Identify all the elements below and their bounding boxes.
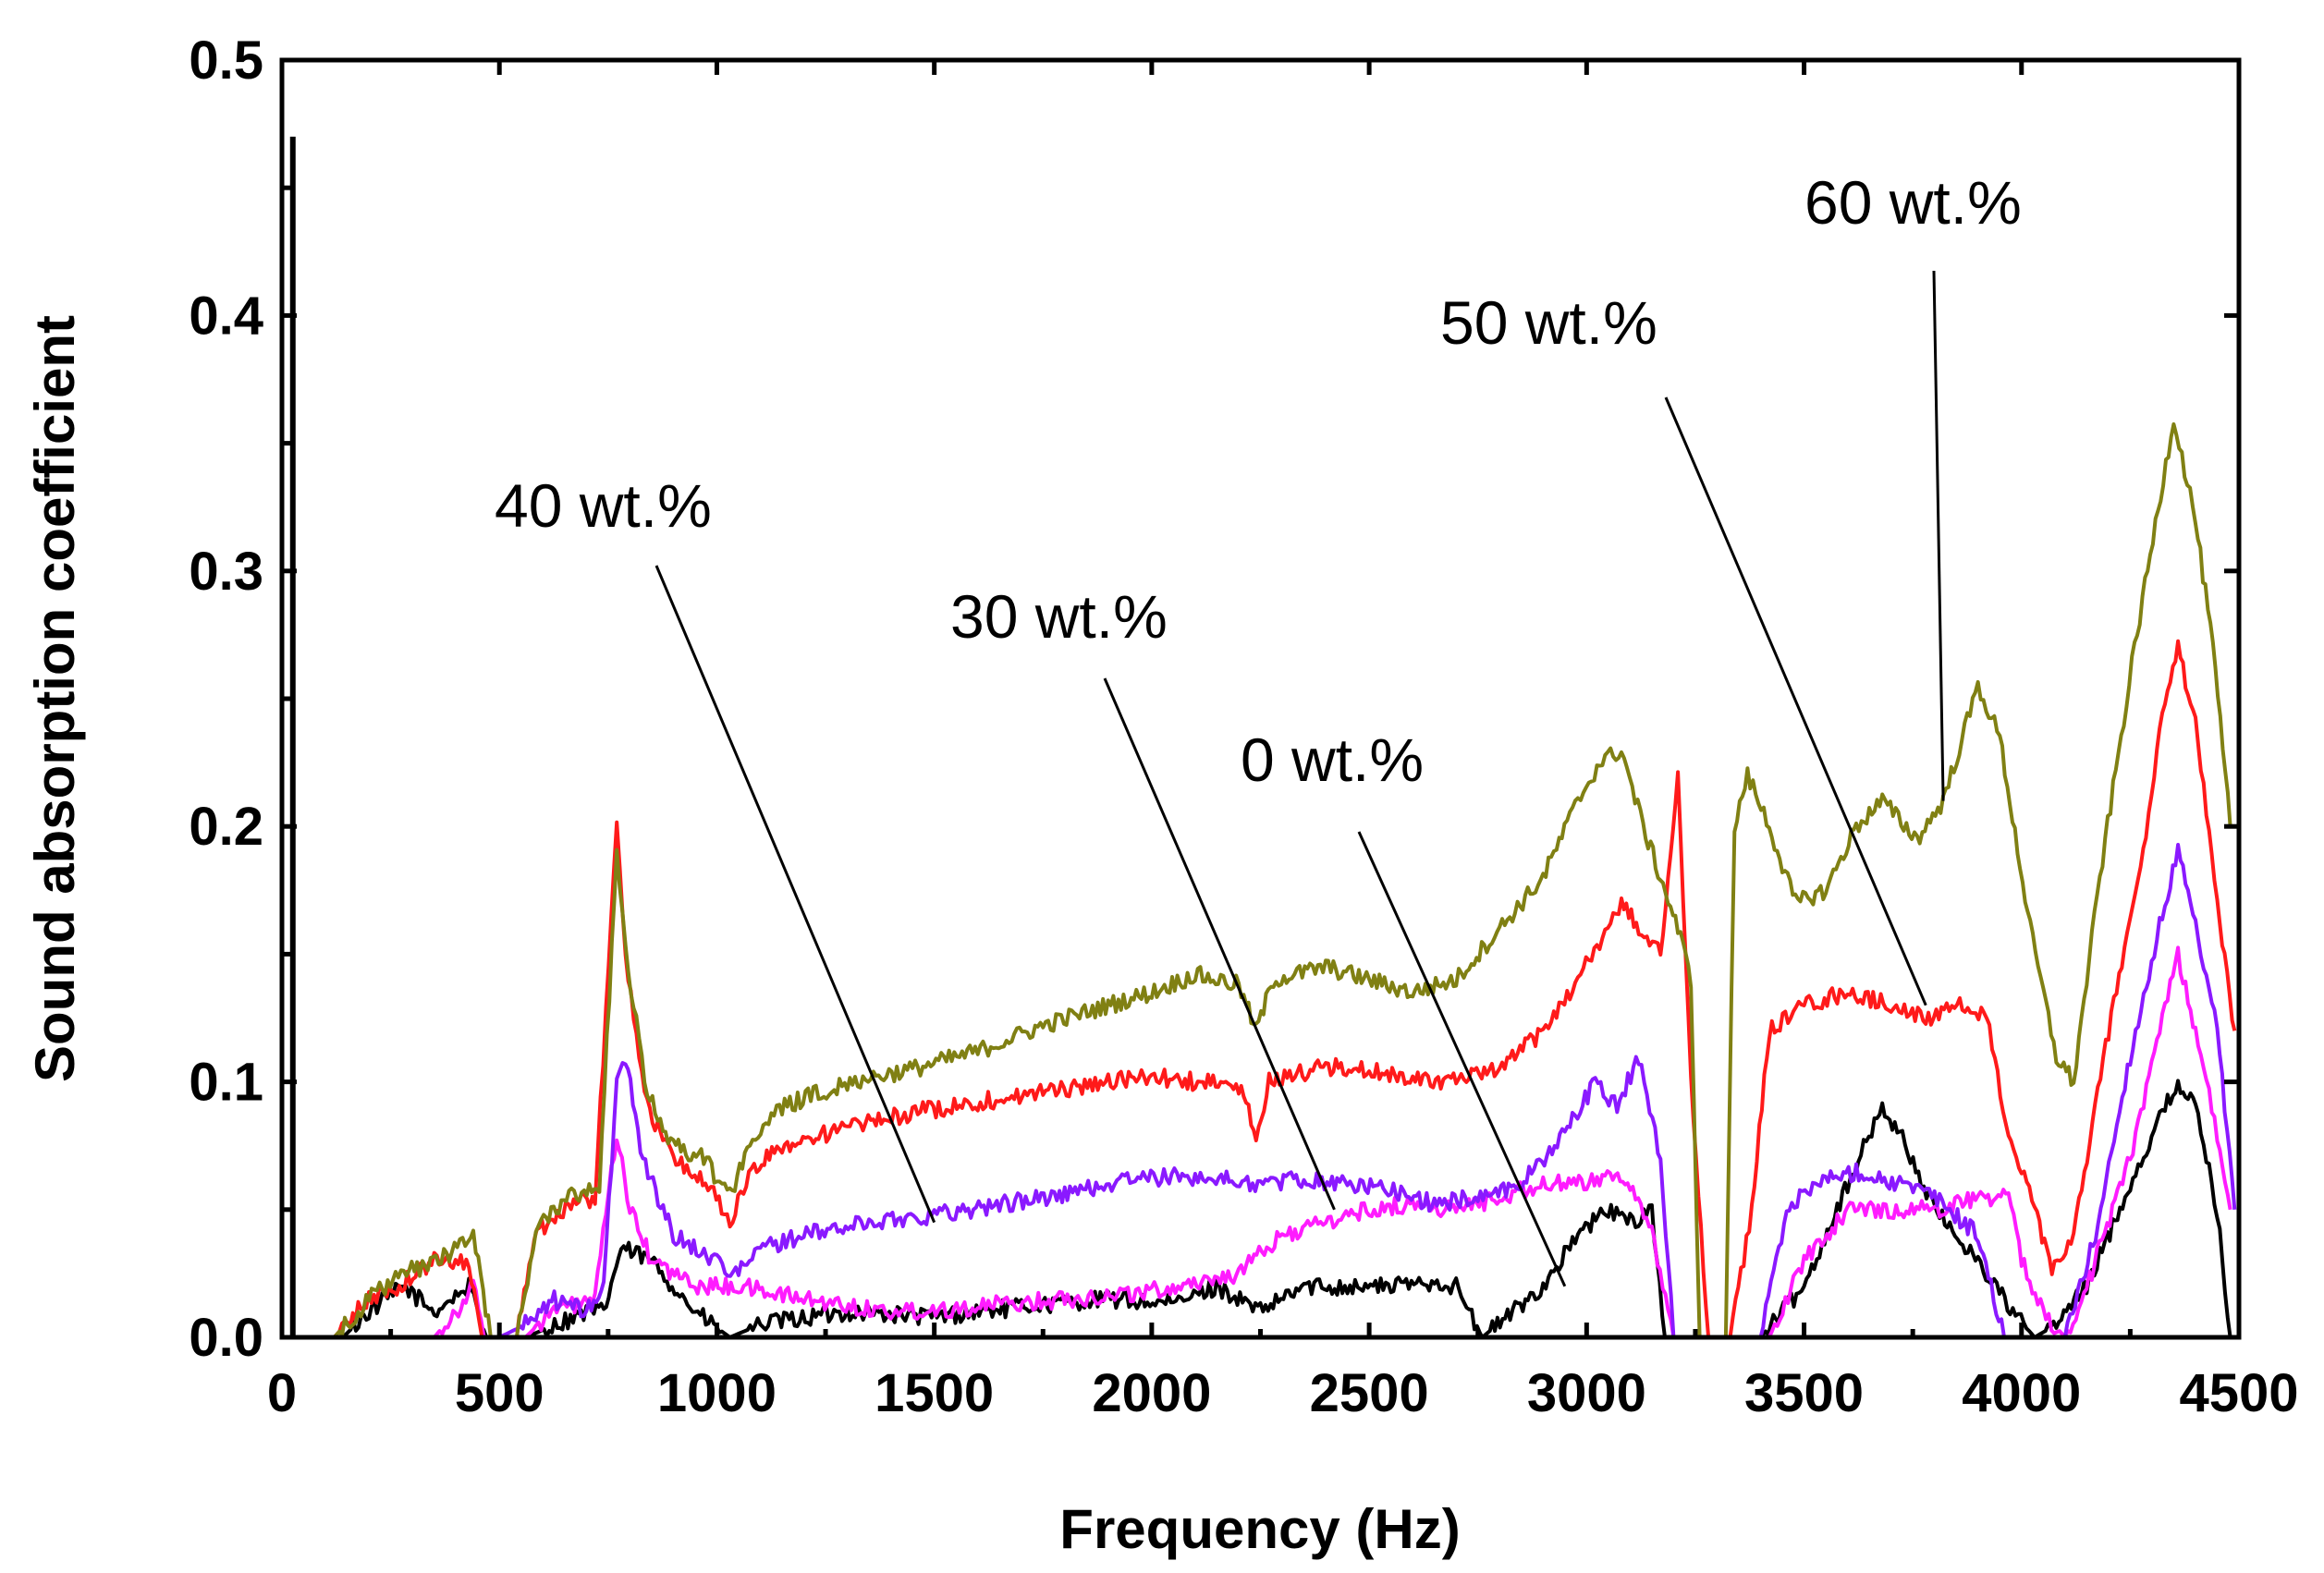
x-axis-title: Frequency (Hz)	[1059, 1498, 1460, 1560]
annotation-layer: 40 wt.% 30 wt.% 0 wt.% 50 wt.% 60 wt.%	[495, 168, 2022, 1287]
x-tick-label: 0	[267, 1363, 297, 1423]
x-tick-label: 1500	[875, 1363, 994, 1423]
series-line-30-wt	[433, 945, 2232, 1339]
annotation-leader-50-wt	[1664, 396, 1927, 1006]
annotation-leader-60-wt	[1932, 270, 1945, 801]
y-axis-title: Sound absorption coefficient	[24, 315, 86, 1082]
x-tick-label: 500	[455, 1363, 544, 1423]
x-tick-label: 3500	[1744, 1363, 1864, 1423]
series-layer	[289, 136, 2237, 1339]
annotation-leader-40-wt	[654, 565, 936, 1224]
plot-frame	[279, 57, 2242, 1340]
annotation-leader-30-wt	[1103, 677, 1336, 1211]
y-tick-label: 0.3	[189, 542, 263, 602]
annotation-label-30-wt: 30 wt.%	[950, 582, 1168, 651]
x-tick-label: 2000	[1092, 1363, 1211, 1423]
y-tick-label: 0.4	[189, 286, 263, 346]
annotation-leader-0-wt	[1357, 831, 1567, 1287]
series-line-40-wt	[498, 843, 2237, 1339]
y-tick-label: 0.1	[189, 1053, 263, 1113]
y-tick-label: 0.5	[189, 30, 263, 91]
y-tick-label: 0.2	[189, 797, 263, 857]
series-line-60-wt	[332, 422, 2232, 1339]
y-tick-label: 0.0	[189, 1308, 263, 1368]
annotation-label-0-wt: 0 wt.%	[1241, 726, 1424, 794]
y-axis: 0.0 0.1 0.2 0.3 0.4 0.5	[189, 30, 2239, 1368]
series-line-50-wt	[332, 639, 2237, 1339]
x-tick-label: 4500	[2179, 1363, 2298, 1423]
x-axis: 0 500 1000 1500 2000 2500 3000 3500 4000 4500	[267, 60, 2299, 1423]
annotation-label-60-wt: 60 wt.%	[1804, 168, 2022, 237]
annotation-label-40-wt: 40 wt.%	[495, 471, 712, 540]
x-tick-label: 1000	[657, 1363, 777, 1423]
x-tick-label: 4000	[1962, 1363, 2081, 1423]
x-tick-label: 3000	[1527, 1363, 1646, 1423]
x-tick-label: 2500	[1310, 1363, 1429, 1423]
annotation-label-50-wt: 50 wt.%	[1440, 288, 1657, 357]
